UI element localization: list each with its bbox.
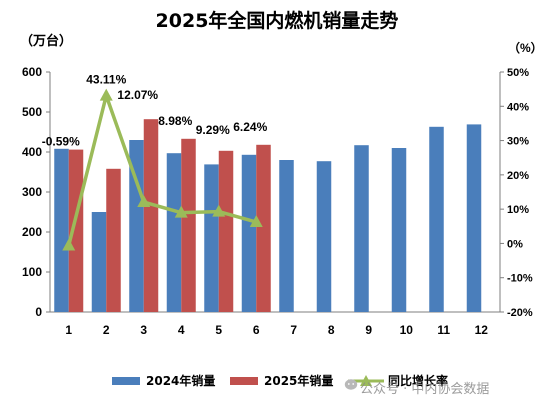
right-axis-tick-label: -10% <box>507 273 533 285</box>
right-axis-tick-label: 10% <box>507 204 529 216</box>
growth-rate-data-label: 8.98% <box>158 114 192 128</box>
bar-2024 <box>466 124 482 313</box>
right-axis-tick-label: 50% <box>507 67 529 79</box>
growth-rate-point <box>249 215 263 228</box>
left-axis-tick-label: 0 <box>35 305 42 319</box>
watermark: 公众号 · 中内协会数据 <box>360 382 490 397</box>
left-axis-unit: （万台） <box>20 34 73 49</box>
growth-rate-point <box>137 195 151 208</box>
x-axis-tick-label: 7 <box>290 323 297 337</box>
bar-2024 <box>129 140 144 312</box>
bar-2025 <box>68 149 84 312</box>
x-axis-tick-label: 12 <box>475 323 489 337</box>
legend-label-2025: 2025年销量 <box>264 374 334 388</box>
x-axis-tick-label: 2 <box>103 323 110 337</box>
right-axis-unit: （%） <box>508 41 543 55</box>
x-axis-tick-label: 10 <box>400 323 414 337</box>
bar-2024 <box>279 160 294 312</box>
right-axis-tick-label: 0% <box>507 238 523 250</box>
bar-2024 <box>354 145 369 312</box>
watermark-chat-icon <box>344 379 358 390</box>
legend-swatch-2025 <box>230 376 258 385</box>
bar-2025 <box>106 168 121 312</box>
legend-item-2025: 2025年销量 <box>230 372 333 389</box>
bar-2024 <box>204 164 219 312</box>
bar-2024 <box>391 148 407 312</box>
left-axis-tick-label: 100 <box>22 265 42 279</box>
right-axis-tick-label: 40% <box>507 101 529 113</box>
growth-rate-data-label: -0.59% <box>42 135 80 149</box>
growth-rate-point <box>212 204 226 217</box>
growth-rate-data-label: 12.07% <box>117 88 158 102</box>
bar-2025 <box>256 144 271 312</box>
legend-label-growth: 同比增长率 <box>388 374 449 388</box>
x-axis-tick-label: 6 <box>253 323 260 337</box>
chart-title: 2025年全国内燃机销量走势 <box>155 10 399 32</box>
bar-2025 <box>218 150 234 312</box>
bar-2024 <box>54 148 69 312</box>
x-axis-tick-label: 4 <box>178 323 185 337</box>
bar-2024 <box>166 153 182 312</box>
bar-2024 <box>241 154 257 312</box>
x-axis-tick-label: 3 <box>140 323 147 337</box>
x-axis-tick-label: 1 <box>65 323 72 337</box>
right-axis-tick-label: -20% <box>507 307 533 319</box>
left-axis-tick-label: 200 <box>22 225 42 239</box>
x-axis-tick-label: 8 <box>328 323 335 337</box>
growth-rate-point <box>174 205 188 218</box>
growth-rate-line <box>67 93 257 246</box>
x-axis-tick-label: 9 <box>365 323 372 337</box>
left-axis-tick-label: 400 <box>22 145 42 159</box>
legend-label-2024: 2024年销量 <box>146 374 216 388</box>
x-axis-tick-label: 5 <box>215 323 222 337</box>
right-axis-tick-label: 30% <box>507 136 529 148</box>
x-axis-tick-label: 11 <box>437 323 450 337</box>
legend-item-2024: 2024年销量 <box>112 372 215 389</box>
bar-2024 <box>429 126 444 312</box>
growth-rate-data-label: 43.11% <box>86 73 126 87</box>
bar-2024 <box>316 161 332 312</box>
left-axis-tick-label: 600 <box>22 65 42 79</box>
right-axis-tick-label: 20% <box>507 170 529 182</box>
left-axis-tick-label: 500 <box>22 105 42 119</box>
bar-2025 <box>181 138 196 312</box>
growth-rate-point <box>62 238 76 251</box>
bar-2024 <box>91 212 107 312</box>
growth-rate-point <box>99 88 113 101</box>
growth-rate-data-label: 9.29% <box>196 123 230 137</box>
left-axis-tick-label: 300 <box>22 185 42 199</box>
bar-2025 <box>143 119 159 312</box>
legend-swatch-2024 <box>112 376 140 385</box>
growth-rate-data-label: 6.24% <box>233 120 267 134</box>
